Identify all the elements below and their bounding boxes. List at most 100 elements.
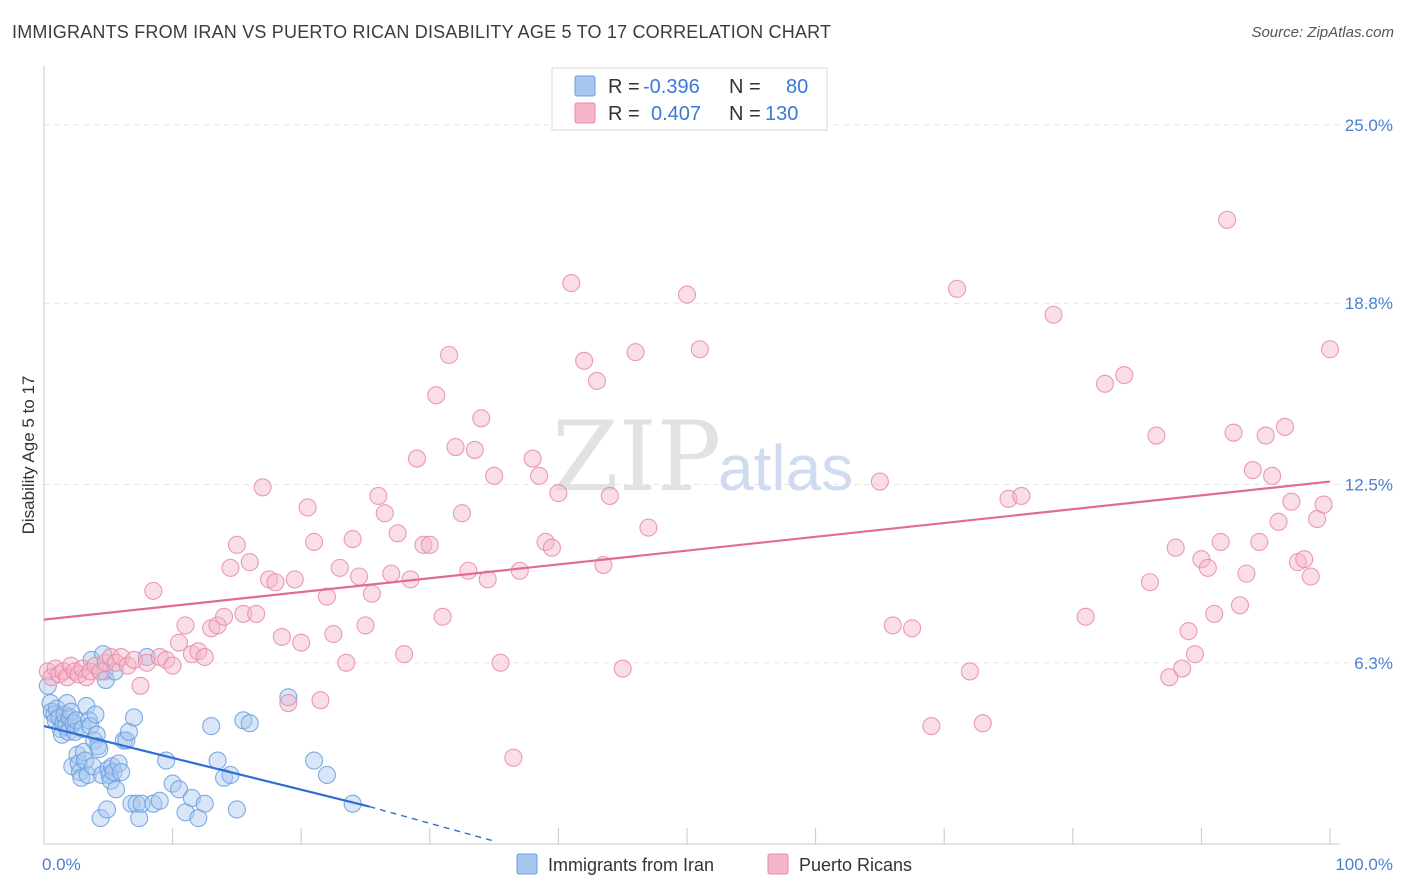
series-1-point-34: [221, 558, 240, 577]
series-1-point-13: [91, 662, 110, 681]
series-1-point-33: [214, 607, 234, 626]
series-1-point-123: [1250, 532, 1269, 552]
series-0-point-71: [202, 717, 221, 736]
series-1-point-83: [549, 484, 568, 503]
series-1-point-60: [388, 524, 407, 543]
series-1-point-20: [131, 676, 150, 695]
series-1-point-22: [144, 581, 163, 600]
series-1-point-44: [285, 570, 304, 589]
series-0-point-56: [122, 794, 141, 813]
series-1-point-127: [1275, 417, 1295, 436]
series-1-point-55: [356, 616, 375, 635]
legend-n-label-pr: N =: [729, 103, 761, 125]
y-axis-label: Disability Age 5 to 17: [19, 376, 38, 535]
series-1-point-73: [472, 409, 491, 428]
series-1-point-80: [530, 466, 549, 485]
series-legend-swatch-iran: [516, 853, 538, 875]
series-1-point-100: [973, 714, 992, 733]
series-1-point-39: [253, 478, 272, 497]
series-1-point-86: [587, 371, 607, 390]
series-1-point-99: [960, 662, 979, 681]
x-tick-label-1: 100.0%: [1335, 855, 1393, 874]
series-1-point-133: [1314, 495, 1333, 514]
series-1-point-72: [465, 440, 484, 459]
series-0-point-75: [227, 800, 246, 819]
series-1-point-84: [562, 274, 581, 293]
series-1-point-130: [1295, 550, 1314, 569]
series-1-point-58: [375, 504, 394, 523]
series-1-point-45: [292, 633, 311, 652]
legend-n-value-pr: 130: [765, 103, 798, 125]
series-1-point-78: [510, 561, 529, 580]
trend-lines: [43, 480, 1331, 842]
series-0-point-28: [78, 765, 97, 785]
series-0-point-0: [38, 676, 57, 695]
series-1-point-105: [1095, 374, 1114, 393]
series-1-point-109: [1160, 668, 1179, 687]
series-0-point-50: [106, 780, 126, 799]
series-1-point-67: [433, 607, 452, 626]
x-tick-labels: 0.0% 100.0%: [42, 855, 1393, 874]
series-0-point-37: [90, 740, 109, 759]
series-1-point-35: [227, 535, 246, 554]
series-1-point-134: [1320, 340, 1340, 359]
series-1-point-68: [440, 345, 459, 365]
series-1-point-74: [478, 570, 497, 589]
series-1-point-102: [1012, 486, 1031, 506]
series-1-point-26: [169, 633, 189, 652]
watermark: ZIP atlas: [552, 401, 853, 513]
series-1-point-38: [247, 604, 266, 623]
series-1-point-113: [1185, 645, 1205, 664]
y-tick-label-3: 25.0%: [1345, 116, 1393, 135]
series-1-point-66: [427, 386, 446, 405]
series-1-point-37: [240, 553, 259, 572]
series-0-point-52: [112, 763, 131, 782]
legend-swatch-iran: [574, 75, 596, 97]
trend-line-0: [43, 724, 370, 808]
series-0-point-66: [169, 780, 189, 799]
series-1-point-52: [337, 653, 356, 672]
series-1-point-54: [350, 567, 369, 586]
series-1-point-103: [1044, 305, 1063, 324]
series-1-point-91: [639, 518, 658, 537]
y-tick-label-2: 18.8%: [1345, 294, 1393, 313]
series-1-point-128: [1282, 492, 1301, 511]
legend-r-value-iran: -0.396: [643, 76, 700, 98]
y-tick-labels: 6.3% 12.5% 18.8% 25.0%: [1345, 116, 1393, 673]
y-tick-label-0: 6.3%: [1354, 654, 1393, 673]
series-1-point-71: [459, 561, 478, 580]
legend-n-label-iran: N =: [729, 76, 761, 98]
legend-r-label-iran: R =: [608, 76, 640, 98]
series-1-point-131: [1301, 567, 1320, 586]
series-1-point-111: [1173, 659, 1192, 678]
series-1-point-69: [446, 438, 465, 457]
series-1-point-70: [452, 504, 472, 523]
series-1-point-120: [1230, 596, 1250, 615]
series-1-point-43: [279, 694, 298, 713]
series-1-point-126: [1269, 512, 1288, 531]
series-0-point-34: [86, 705, 105, 724]
legend-n-value-iran: 80: [786, 76, 808, 98]
series-1-point-97: [922, 717, 941, 736]
series-1-point-27: [176, 616, 195, 635]
series-1-point-79: [523, 449, 542, 468]
series-1-point-75: [485, 466, 504, 485]
series-1-point-115: [1198, 558, 1217, 577]
series-1-point-110: [1166, 538, 1185, 557]
series-1-point-121: [1237, 564, 1256, 583]
series-1-point-85: [575, 351, 594, 370]
grid-lines: [44, 124, 1390, 664]
series-1-point-25: [163, 656, 182, 675]
series-1-points: [38, 210, 1340, 767]
series-1-point-88: [600, 486, 619, 506]
source-label: Source: ZipAtlas.com: [1251, 24, 1394, 41]
series-1-point-96: [902, 619, 922, 638]
series-0-point-43: [97, 800, 117, 819]
series-1-point-119: [1224, 423, 1243, 442]
series-0-point-55: [119, 722, 138, 741]
series-1-point-53: [343, 530, 362, 549]
series-1-point-122: [1243, 461, 1262, 480]
series-0-point-12: [58, 694, 77, 713]
stats-legend-box: [551, 67, 828, 131]
series-1-point-63: [407, 449, 426, 468]
